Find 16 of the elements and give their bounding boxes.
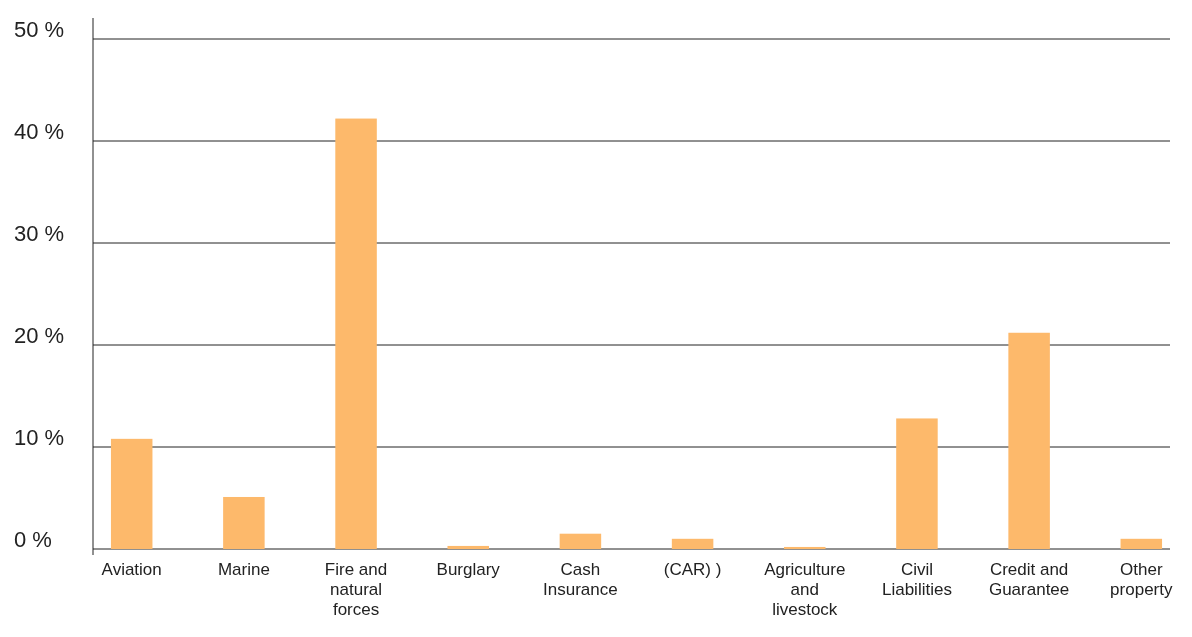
- x-tick-label: Other property: [1110, 560, 1173, 599]
- y-tick-label: 30 %: [14, 221, 65, 246]
- y-tick-label: 0 %: [14, 527, 52, 552]
- x-tick-label: Fire and natural forces: [324, 560, 388, 619]
- x-tick-label: Marine: [217, 560, 270, 579]
- x-tick-label: Cash Insurance: [543, 560, 618, 599]
- y-tick-label: 40 %: [14, 119, 65, 144]
- x-tick-label: Civil Liabilities: [881, 560, 952, 599]
- x-tick-label: Burglary: [436, 560, 501, 579]
- y-tick-label: 10 %: [14, 425, 65, 450]
- x-tick-label: Credit and Guarantee: [988, 560, 1070, 599]
- x-tick-label: Aviation: [101, 560, 162, 579]
- y-tick-label: 20 %: [14, 323, 65, 348]
- x-tick-label: (CAR) ): [663, 560, 722, 579]
- x-tick-label: Agriculture and livestock: [764, 560, 846, 619]
- y-tick-label: 50 %: [14, 17, 65, 42]
